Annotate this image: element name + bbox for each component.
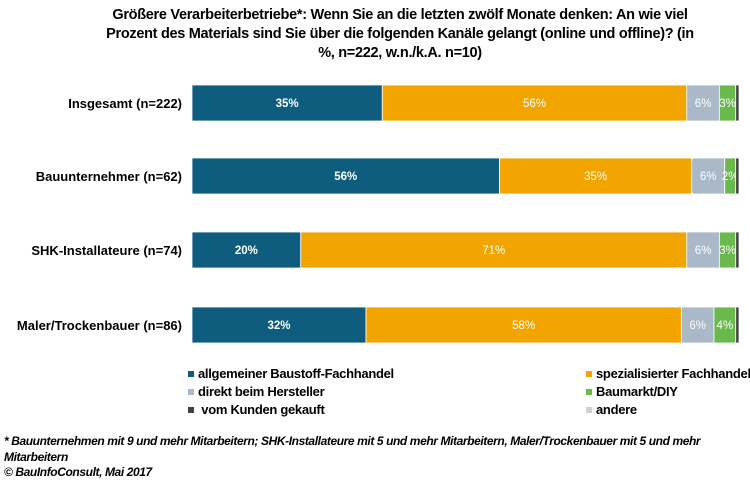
legend-item: direkt beim Hersteller: [188, 384, 325, 399]
legend-label: allgemeiner Baustoff-Fachhandel: [198, 366, 394, 381]
legend-label: spezialisierter Fachhandel: [596, 366, 750, 381]
bar-segment: [191, 306, 367, 344]
legend-label: vom Kunden gekauft: [198, 402, 325, 417]
category-label: Insgesamt (n=222): [68, 96, 182, 111]
data-label: 6%: [695, 98, 712, 110]
data-label: 32%: [267, 320, 290, 332]
chart-title: Größere Verarbeiterbetriebe*: Wenn Sie a…: [106, 7, 694, 61]
bar-segment: [191, 84, 383, 122]
category-label: Maler/Trockenbauer (n=86): [17, 318, 182, 333]
bar-segment: [735, 84, 740, 122]
footnote: * Bauunternehmen mit 9 und mehr Mitarbei…: [4, 434, 701, 464]
legend-swatch-icon: [188, 388, 194, 395]
legend-item: allgemeiner Baustoff-Fachhandel: [188, 366, 394, 381]
data-label: 4%: [717, 320, 734, 332]
legend-item: andere: [586, 402, 637, 417]
bar-segment: [735, 157, 740, 195]
data-label: 35%: [276, 98, 299, 110]
bar-segment: [300, 231, 688, 269]
legend-swatch-icon: [586, 388, 592, 395]
data-label: 20%: [235, 245, 258, 257]
legend-label: andere: [596, 402, 637, 417]
data-label: 35%: [584, 171, 607, 183]
data-label: 58%: [512, 320, 535, 332]
data-label: 2%: [722, 171, 739, 183]
legend-swatch-icon: [188, 370, 194, 377]
data-label: 6%: [700, 171, 717, 183]
bar-segment: [381, 84, 688, 122]
legend-label: direkt beim Hersteller: [198, 384, 325, 399]
legend-label: Baumarkt/DIY: [596, 384, 678, 399]
data-label: 56%: [334, 171, 357, 183]
source-credit: © BauInfoConsult, Mai 2017: [4, 465, 152, 479]
bar-segment: [735, 231, 740, 269]
legend-item: Baumarkt/DIY: [586, 384, 678, 399]
data-label: 71%: [482, 245, 505, 257]
category-label: SHK-Installateure (n=74): [31, 243, 182, 258]
data-label: 3%: [719, 98, 736, 110]
legend-item: vom Kunden gekauft: [188, 402, 325, 417]
category-label: Bauunternehmer (n=62): [36, 169, 182, 184]
legend-swatch-icon: [586, 370, 592, 377]
legend-swatch-icon: [188, 406, 194, 413]
data-label: 6%: [695, 245, 712, 257]
chart-plot-area: Insgesamt (n=222) 35% 56% 6% 3% Bauunternehme…: [17, 84, 740, 344]
bar-segment: [691, 157, 726, 195]
data-label: 56%: [523, 98, 546, 110]
bar-segment: [680, 306, 715, 344]
data-label: 3%: [719, 245, 736, 257]
legend-item: spezialisierter Fachhandel: [586, 366, 750, 381]
legend-swatch-icon: [586, 406, 592, 413]
bar-segment: [365, 306, 682, 344]
bar-segment: [735, 306, 740, 344]
data-label: 6%: [689, 320, 706, 332]
bar-segment: [686, 84, 720, 122]
